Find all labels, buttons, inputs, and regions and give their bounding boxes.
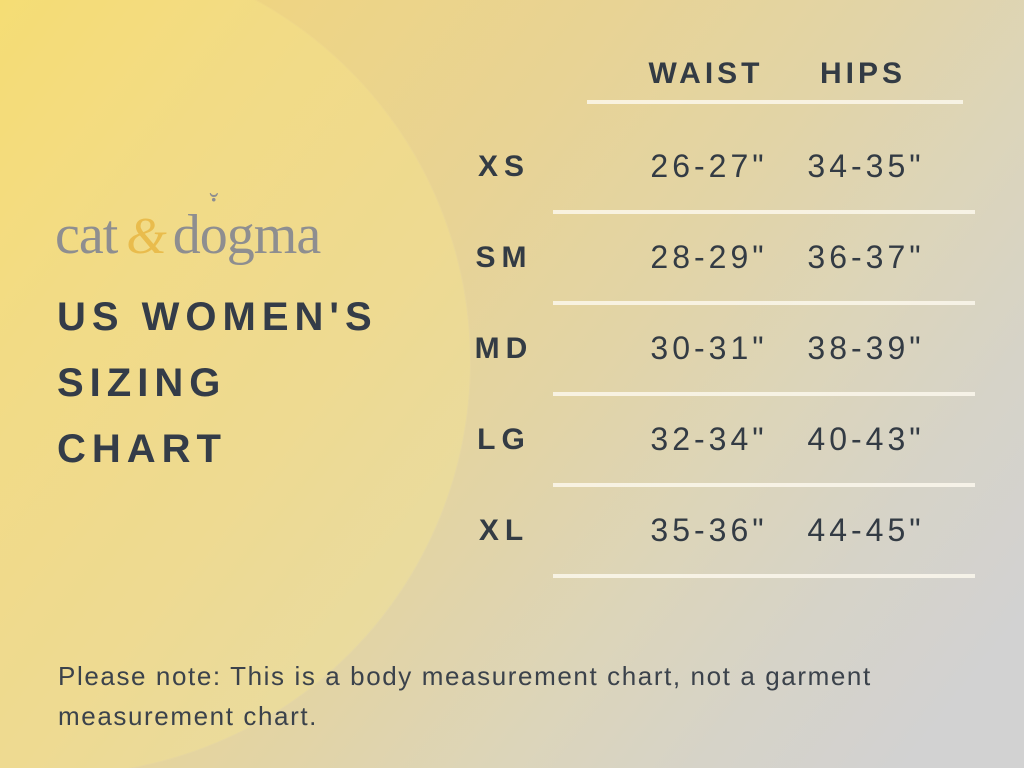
logo-ampersand: & — [126, 208, 167, 265]
cell-hips-value: 34-35" — [807, 148, 925, 184]
column-header-hips: HIPS — [819, 57, 907, 90]
cell-hips-value: 36-37" — [807, 239, 925, 275]
row-divider — [553, 574, 975, 578]
table-row-lg: LG 32-34" 40-43" — [440, 394, 1024, 487]
title-line-3: CHART — [57, 427, 227, 471]
note-line-1: Please note: This is a body measurement … — [58, 661, 872, 691]
cell-size-label: LG — [477, 423, 531, 456]
logo-o-letter: o — [199, 204, 228, 266]
note-line-2: measurement chart. — [58, 701, 319, 731]
cell-waist-value: 32-34" — [650, 421, 768, 457]
column-header-waist: WAIST — [648, 57, 764, 90]
table-row-sm: SM 28-29" 36-37" — [440, 212, 1024, 305]
header-divider — [587, 100, 963, 104]
row-divider — [553, 483, 975, 487]
candrabindu-breve-mark: ˘ — [208, 188, 219, 221]
page-title: US WOMEN'S SIZING CHART — [57, 284, 378, 482]
cell-waist-value: 30-31" — [650, 330, 768, 366]
cell-hips-value: 38-39" — [807, 330, 925, 366]
table-row-xl: XL 35-36" 44-45" — [440, 485, 1024, 578]
note-text: Please note: This is a body measurement … — [58, 656, 872, 736]
cell-size-label: XS — [477, 150, 531, 183]
title-line-1: US WOMEN'S — [57, 295, 378, 339]
cell-hips-value: 40-43" — [807, 421, 925, 457]
row-divider — [553, 301, 975, 305]
cell-size-label: MD — [474, 332, 534, 365]
cell-size-label: XL — [478, 514, 530, 547]
cell-hips-value: 44-45" — [807, 512, 925, 548]
table-header-row: WAIST HIPS — [440, 51, 1024, 97]
cell-waist-value: 26-27" — [650, 148, 768, 184]
logo-word-cat: cat — [55, 204, 118, 266]
logo-word-dogma-prefix: d — [172, 204, 201, 266]
candrabindu-dot-mark: · — [208, 182, 219, 217]
cell-size-label: SM — [475, 241, 533, 274]
cell-waist-value: 35-36" — [650, 512, 768, 548]
row-divider — [553, 210, 975, 214]
size-table: WAIST HIPS XS 26-27" 34-35" SM 28-29" 36… — [440, 0, 1024, 620]
table-row-xs: XS 26-27" 34-35" — [440, 121, 1024, 214]
logo-word-dogma-suffix: gma — [226, 204, 321, 266]
brand-logo: cat & do ˘ · gma — [55, 184, 321, 270]
title-line-2: SIZING — [57, 361, 227, 405]
cell-waist-value: 28-29" — [650, 239, 768, 275]
row-divider — [553, 392, 975, 396]
table-row-md: MD 30-31" 38-39" — [440, 303, 1024, 396]
logo-stylized-o: o ˘ · — [199, 184, 228, 270]
